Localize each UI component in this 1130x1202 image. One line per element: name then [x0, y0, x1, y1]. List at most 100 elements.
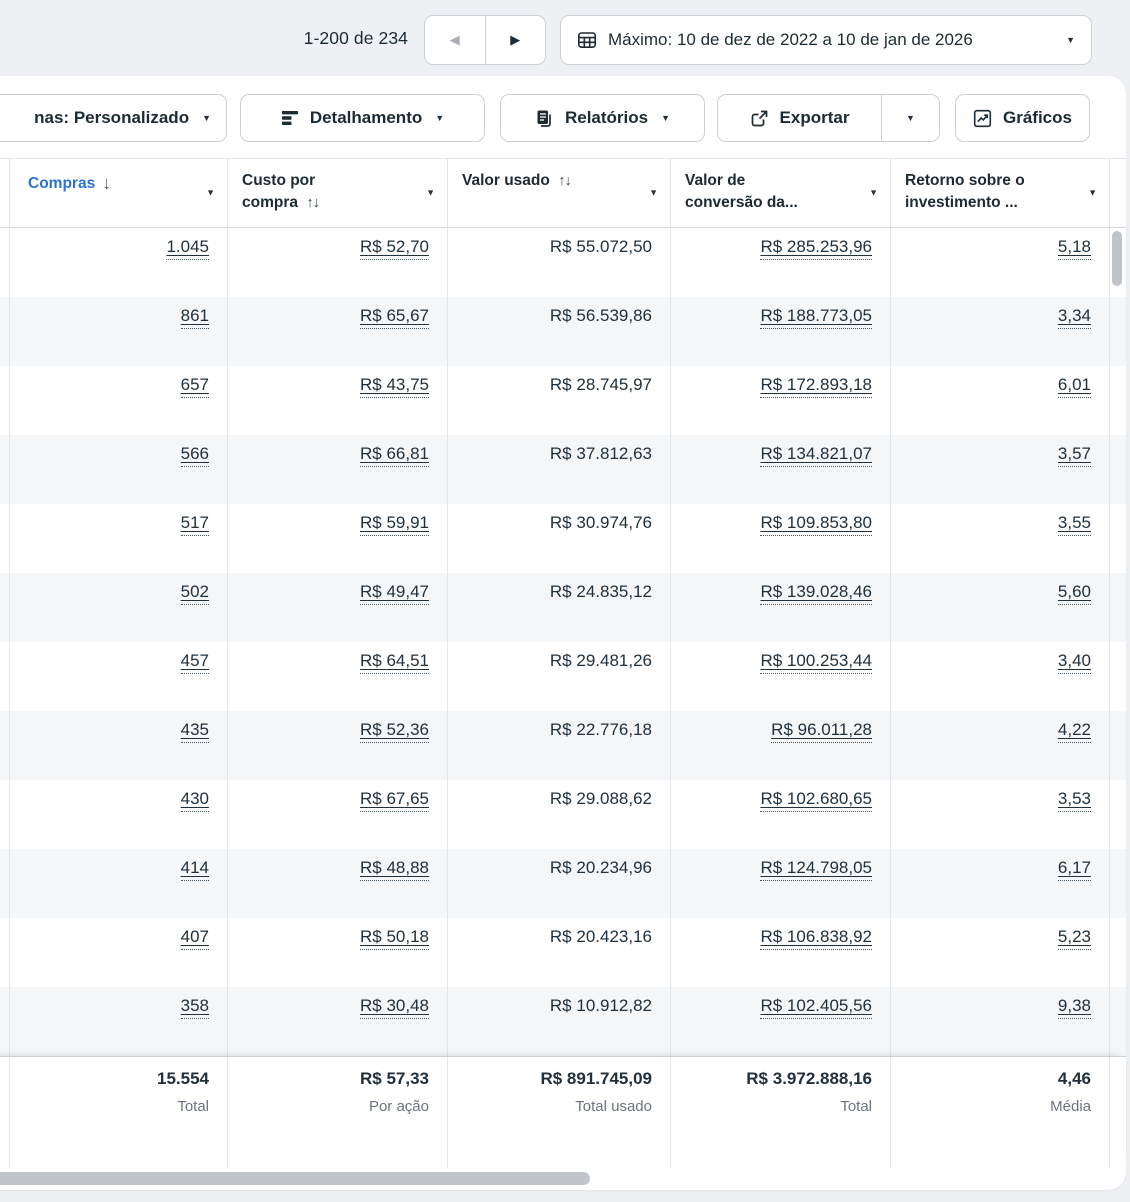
metric-value-link[interactable]: 414 [180, 858, 209, 881]
chevron-down-icon: ▼ [202, 112, 211, 123]
metric-value-link[interactable]: R$ 96.011,28 [771, 720, 872, 743]
chevron-down-icon: ▼ [906, 112, 915, 123]
metric-value-link[interactable]: R$ 106.838,92 [760, 927, 872, 950]
metric-value: R$ 30.974,76 [549, 513, 652, 532]
totals-cell-compras: 15.554 Total [10, 1057, 228, 1168]
total-value: R$ 3.972.888,16 [746, 1069, 872, 1088]
metric-value-link[interactable]: R$ 188.773,05 [760, 306, 872, 329]
metric-value-link[interactable]: R$ 30,48 [360, 996, 429, 1019]
row-stub-cell [0, 228, 10, 297]
metric-value-link[interactable]: 3,57 [1057, 444, 1091, 467]
column-menu-caret-icon[interactable]: ▼ [426, 187, 435, 198]
metric-value-link[interactable]: 6,01 [1057, 375, 1091, 398]
export-button[interactable]: Exportar [718, 95, 881, 141]
charts-button[interactable]: Gráficos [955, 94, 1090, 142]
metric-value-link[interactable]: 517 [180, 513, 209, 536]
metric-value-link[interactable]: 457 [180, 651, 209, 674]
column-menu-caret-icon[interactable]: ▼ [649, 187, 658, 198]
date-range-button[interactable]: Máximo: 10 de dez de 2022 a 10 de jan de… [560, 15, 1092, 65]
metric-value-link[interactable]: 502 [180, 582, 209, 605]
metric-value-link[interactable]: 5,60 [1057, 582, 1091, 605]
metric-value-link[interactable]: R$ 139.028,46 [760, 582, 872, 605]
cell-custo_por_compra: R$ 65,67 [228, 297, 448, 366]
column-menu-caret-icon[interactable]: ▼ [1088, 187, 1097, 198]
metric-value-link[interactable]: R$ 172.893,18 [760, 375, 872, 398]
cell-custo_por_compra: R$ 48,88 [228, 849, 448, 918]
metric-value-link[interactable]: R$ 100.253,44 [760, 651, 872, 674]
metric-value-link[interactable]: 657 [180, 375, 209, 398]
metric-value-link[interactable]: 861 [180, 306, 209, 329]
metric-value-link[interactable]: R$ 59,91 [360, 513, 429, 536]
metric-value-link[interactable]: R$ 52,36 [360, 720, 429, 743]
column-header-valor-usado[interactable]: Valor usado ↑↓ ▼ [448, 159, 671, 227]
columns-button[interactable]: nas: Personalizado ▼ [0, 94, 227, 142]
cell-roas: 3,34 [891, 297, 1110, 366]
metric-value-link[interactable]: 1.045 [166, 237, 209, 260]
column-menu-caret-icon[interactable]: ▼ [869, 187, 878, 198]
metric-value-link[interactable]: R$ 65,67 [360, 306, 429, 329]
vertical-scrollbar-thumb[interactable] [1112, 231, 1122, 286]
cell-roas: 5,60 [891, 573, 1110, 642]
metric-value-link[interactable]: R$ 134.821,07 [760, 444, 872, 467]
totals-gutter [1110, 1057, 1126, 1168]
metric-value-link[interactable]: 3,53 [1057, 789, 1091, 812]
metric-value-link[interactable]: 9,38 [1057, 996, 1091, 1019]
metric-value-link[interactable]: R$ 43,75 [360, 375, 429, 398]
metric-value-link[interactable]: R$ 67,65 [360, 789, 429, 812]
column-header-valor-conversao[interactable]: Valor de conversão da... ▼ [671, 159, 891, 227]
reports-button-label: Relatórios [564, 108, 649, 127]
metric-value-link[interactable]: R$ 102.680,65 [760, 789, 872, 812]
metric-value-link[interactable]: R$ 285.253,96 [760, 237, 872, 260]
metric-value-link[interactable]: R$ 66,81 [360, 444, 429, 467]
metric-value-link[interactable]: 435 [180, 720, 209, 743]
next-page-button[interactable]: ▶ [486, 16, 546, 64]
charts-button-label: Gráficos [1003, 108, 1072, 127]
metric-value-link[interactable]: 407 [180, 927, 209, 950]
metric-value-link[interactable]: 3,55 [1057, 513, 1091, 536]
cell-compras: 414 [10, 849, 228, 918]
metric-value: R$ 29.088,62 [549, 789, 652, 808]
metric-value-link[interactable]: 4,22 [1057, 720, 1091, 743]
breakdown-bars-icon [281, 109, 299, 127]
export-options-button[interactable]: ▼ [881, 95, 939, 141]
metric-value-link[interactable]: 3,40 [1057, 651, 1091, 674]
table-row: 358 R$ 30,48 R$ 10.912,82 R$ 102.405,56 9,38 [0, 987, 1126, 1056]
prev-page-button[interactable]: ◀ [425, 16, 486, 64]
metric-value-link[interactable]: R$ 49,47 [360, 582, 429, 605]
metric-value-link[interactable]: R$ 50,18 [360, 927, 429, 950]
metric-value-link[interactable]: 566 [180, 444, 209, 467]
cell-compras: 502 [10, 573, 228, 642]
horizontal-scrollbar-thumb[interactable] [0, 1172, 590, 1185]
row-stub-cell [0, 642, 10, 711]
cell-custo_por_compra: R$ 66,81 [228, 435, 448, 504]
pagination-controls: ◀ ▶ [424, 15, 546, 65]
column-header-custo-por-compra[interactable]: Custo por compra ↑↓ ▼ [228, 159, 448, 227]
report-pages-icon [535, 109, 554, 128]
breakdown-button[interactable]: Detalhamento ▼ [240, 94, 485, 142]
cell-valor_usado: R$ 55.072,50 [448, 228, 671, 297]
metric-value-link[interactable]: 3,34 [1057, 306, 1091, 329]
column-menu-caret-icon[interactable]: ▼ [206, 187, 215, 198]
metric-value-link[interactable]: R$ 102.405,56 [760, 996, 872, 1019]
cell-compras: 1.045 [10, 228, 228, 297]
cell-custo_por_compra: R$ 52,70 [228, 228, 448, 297]
cell-roas: 6,01 [891, 366, 1110, 435]
metric-value-link[interactable]: 6,17 [1057, 858, 1091, 881]
metric-value-link[interactable]: R$ 52,70 [360, 237, 429, 260]
row-stub-cell [0, 918, 10, 987]
metric-value: R$ 22.776,18 [549, 720, 652, 739]
metric-value-link[interactable]: R$ 109.853,80 [760, 513, 872, 536]
metric-value-link[interactable]: R$ 48,88 [360, 858, 429, 881]
column-header-compras[interactable]: Compras ↓ ▼ [10, 159, 228, 227]
reports-button[interactable]: Relatórios ▼ [500, 94, 705, 142]
metric-value-link[interactable]: 358 [180, 996, 209, 1019]
column-header-retorno-investimento[interactable]: Retorno sobre o investimento ... ▼ [891, 159, 1110, 227]
metric-value-link[interactable]: R$ 64,51 [360, 651, 429, 674]
metric-value-link[interactable]: 5,18 [1057, 237, 1091, 260]
table-row: 407 R$ 50,18 R$ 20.423,16 R$ 106.838,92 5,23 [0, 918, 1126, 987]
metric-value-link[interactable]: 5,23 [1057, 927, 1091, 950]
cell-compras: 457 [10, 642, 228, 711]
row-stub-cell [0, 711, 10, 780]
metric-value-link[interactable]: 430 [180, 789, 209, 812]
metric-value-link[interactable]: R$ 124.798,05 [760, 858, 872, 881]
